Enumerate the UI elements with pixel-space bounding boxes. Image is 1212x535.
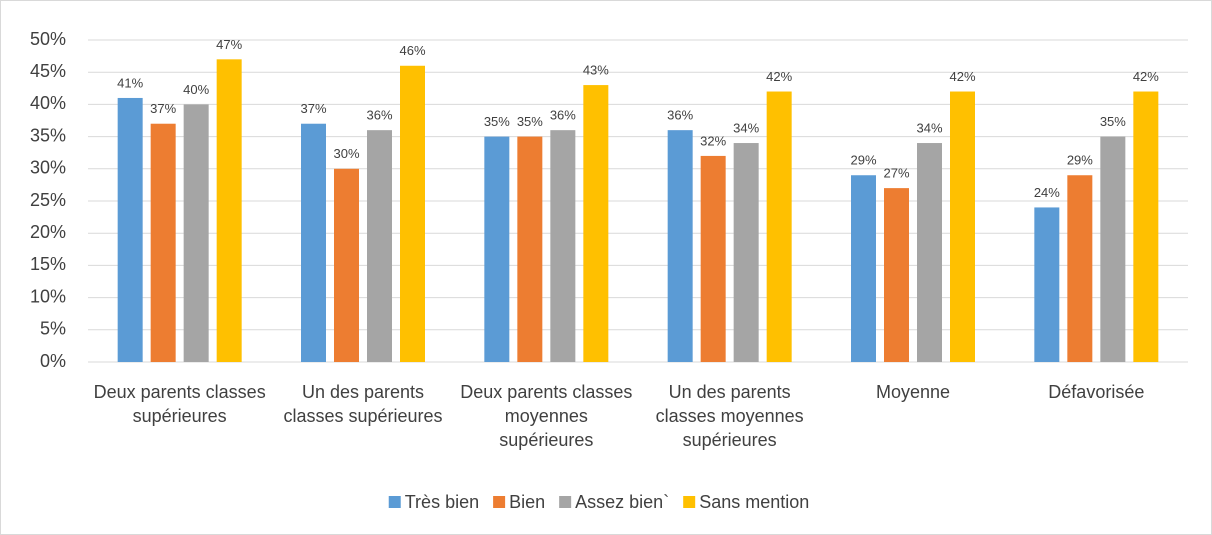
data-label: 34% [916, 120, 942, 135]
data-label: 47% [216, 37, 242, 52]
y-tick-label: 40% [30, 93, 66, 113]
legend-swatch [388, 496, 401, 508]
x-tick-label: Un des parents classes supérieures [283, 382, 443, 426]
y-tick-label: 45% [30, 61, 66, 81]
bar [700, 155, 726, 362]
data-label: 24% [1034, 185, 1060, 200]
bar [1067, 175, 1093, 362]
bar [733, 143, 759, 362]
data-label: 40% [183, 82, 209, 97]
data-label: 29% [1067, 153, 1093, 168]
legend-label: Assez bien` [575, 492, 669, 512]
y-tick-label: 35% [30, 125, 66, 145]
data-label: 36% [366, 108, 392, 123]
bar [1133, 91, 1159, 363]
bar [1100, 136, 1126, 362]
data-label: 41% [117, 75, 143, 90]
legend-label: Très bien [405, 492, 479, 512]
data-label: 42% [949, 69, 975, 84]
bar [334, 168, 359, 362]
y-tick-label: 0% [40, 351, 66, 371]
bar [301, 123, 326, 362]
data-label: 43% [583, 63, 609, 78]
data-label: 34% [733, 120, 759, 135]
legend-label: Bien [509, 492, 545, 512]
data-label: 46% [399, 43, 425, 58]
y-tick-label: 30% [30, 158, 66, 178]
bar [517, 136, 543, 362]
data-label: 42% [1133, 69, 1159, 84]
x-tick-label: Défavorisée [1048, 382, 1145, 402]
bar [150, 123, 176, 362]
y-tick-label: 25% [30, 190, 66, 210]
data-label: 32% [700, 133, 726, 148]
legend-swatch [559, 496, 572, 508]
data-label: 30% [333, 146, 359, 161]
bar [367, 130, 392, 362]
data-label: 37% [300, 101, 326, 116]
bar [950, 91, 975, 363]
bar [583, 85, 609, 362]
bar [884, 188, 909, 362]
bar [400, 65, 425, 362]
bar [1034, 207, 1060, 362]
data-label: 36% [667, 108, 693, 123]
data-label: 29% [850, 153, 876, 168]
data-label: 37% [150, 101, 176, 116]
y-tick-label: 20% [30, 222, 66, 242]
data-label: 36% [550, 108, 576, 123]
data-label: 42% [766, 69, 792, 84]
legend-label: Sans mention [699, 492, 809, 512]
x-tick-label: Deux parents classes moyennes supérieure… [460, 382, 633, 450]
data-label: 27% [883, 166, 909, 181]
bar [117, 97, 143, 363]
y-tick-label: 5% [40, 319, 66, 339]
x-tick-label: Deux parents classes supérieures [93, 382, 266, 426]
y-tick-label: 15% [30, 254, 66, 274]
legend-swatch [683, 496, 696, 508]
bar [484, 136, 510, 362]
x-tick-label: Moyenne [875, 382, 951, 402]
bar [183, 104, 209, 363]
bar [216, 59, 242, 362]
data-label: 35% [1100, 114, 1126, 129]
legend-swatch [493, 496, 506, 508]
bar [851, 175, 876, 362]
y-tick-label: 10% [30, 286, 66, 306]
data-label: 35% [517, 114, 543, 129]
bar [550, 130, 576, 362]
x-tick-label: Un des parents classes moyennes supérieu… [655, 382, 804, 450]
bar [917, 143, 942, 362]
data-label: 35% [484, 114, 510, 129]
bar [667, 130, 693, 362]
y-tick-label: 50% [30, 29, 66, 49]
bar [766, 91, 792, 363]
